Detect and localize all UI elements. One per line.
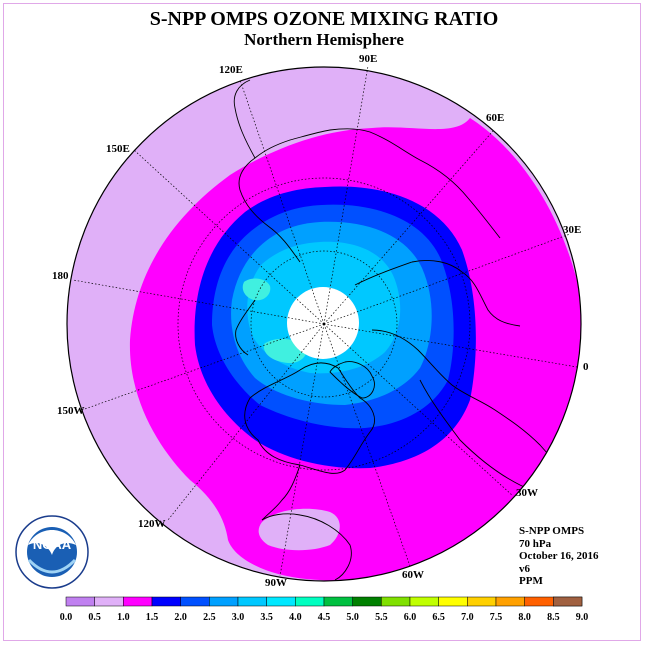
- noaa-logo-text: NOAA: [33, 537, 72, 552]
- meridian-0: [323, 323, 578, 368]
- colorbar-label-5: 2.5: [203, 612, 216, 623]
- colorbar-swatch-2: [123, 596, 153, 607]
- info-version: v6: [519, 562, 530, 575]
- colorbar-swatch-4: [180, 596, 210, 607]
- colorbar-label-8: 4.0: [289, 612, 302, 623]
- colorbar-label-2: 1.0: [117, 612, 130, 623]
- coastlines: [233, 79, 581, 581]
- colorbar: 0.0 0.5 1.0 1.5 2.0 2.5 3.0 3.5 4.0 4.5 5.0 5.5 6.0 6…: [60, 596, 589, 623]
- lon-label-30e: 30E: [563, 224, 581, 236]
- colorbar-swatch-14: [467, 596, 497, 607]
- colorbar-swatch-6: [237, 596, 267, 607]
- lon-label-150w: 150W: [57, 405, 85, 417]
- colorbar-label-14: 7.0: [461, 612, 474, 623]
- colorbar-label-11: 5.5: [375, 612, 388, 623]
- meridian-60w: [323, 323, 411, 567]
- colorbar-label-9: 4.5: [318, 612, 331, 623]
- colorbar-swatch-11: [381, 596, 411, 607]
- ozone-level-3-5-4-0-siberia: [242, 278, 271, 301]
- latitude-circle-30n: [177, 177, 471, 471]
- colorbar-swatch-5: [209, 596, 239, 607]
- colorbar-swatch-3: [151, 596, 181, 607]
- colorbar-label-16: 8.0: [518, 612, 531, 623]
- ozone-level-0-5-1-0-southamerica: [258, 508, 340, 551]
- lon-label-60w: 60W: [402, 569, 424, 581]
- plot-frame: [3, 3, 641, 641]
- colorbar-label-17: 8.5: [547, 612, 560, 623]
- lon-label-120w: 120W: [138, 518, 166, 530]
- greenland-coastline: [329, 361, 375, 399]
- lon-label-0: 0: [583, 361, 589, 373]
- map-subtitle: Northern Hemisphere: [244, 30, 404, 49]
- europe-africa-coastline: [371, 329, 581, 491]
- lon-label-90e: 90E: [359, 53, 377, 65]
- colorbar-swatch-13: [438, 596, 468, 607]
- meridian-180: [72, 279, 325, 325]
- south-america-coastline: [261, 513, 352, 581]
- longitude-labels: 90E 60E 30E 0 30W 60W 90W 120W 150W 180 …: [52, 53, 589, 589]
- eurasia-coastline: [354, 260, 521, 327]
- meridian-150w: [81, 323, 325, 411]
- noaa-bird-icon: [28, 530, 76, 555]
- meridian-120e: [239, 79, 325, 325]
- colorbar-swatch-last: [553, 596, 583, 607]
- graticule: [72, 65, 578, 577]
- asia-coastline-east: [233, 79, 256, 159]
- alaska-coastline: [235, 299, 256, 356]
- info-date: October 16, 2016: [519, 550, 599, 562]
- meridian-60e: [323, 130, 494, 325]
- colorbar-label-1: 0.5: [88, 612, 101, 623]
- meridian-30e: [323, 233, 571, 325]
- meridian-150e: [133, 149, 325, 325]
- colorbar-label-15: 7.5: [490, 612, 503, 623]
- noaa-wave-icon: [27, 558, 77, 574]
- colorbar-label-10: 5.0: [346, 612, 359, 623]
- info-box: S-NPP OMPS 70 hPa October 16, 2016 v6 PP…: [519, 525, 599, 588]
- colorbar-swatch-7: [266, 596, 296, 607]
- central-america-coastline: [261, 464, 301, 521]
- colorbar-label-0: 0.0: [60, 612, 73, 623]
- lon-label-120e: 120E: [219, 64, 243, 76]
- colorbar-label-6: 3.0: [232, 612, 245, 623]
- colorbar-swatch-15: [495, 596, 525, 607]
- colorbar-swatch-8: [295, 596, 325, 607]
- info-units: PPM: [519, 575, 543, 587]
- hemisphere-outline: [66, 66, 582, 582]
- meridian-90w: [279, 323, 325, 577]
- colorbar-swatch-10: [352, 596, 382, 607]
- colorbar-label-13: 6.5: [432, 612, 445, 623]
- lon-label-30w: 30W: [516, 487, 538, 499]
- lon-label-60e: 60E: [486, 112, 504, 124]
- colorbar-label-7: 3.5: [260, 612, 273, 623]
- colorbar-label-3: 1.5: [146, 612, 159, 623]
- colorbar-swatch-16: [524, 596, 554, 607]
- latitude-circle-60n: [250, 250, 398, 398]
- colorbar-swatch-9: [323, 596, 353, 607]
- lon-label-90w: 90W: [265, 577, 287, 589]
- colorbar-swatch-1: [94, 596, 124, 607]
- colorbar-swatch-12: [409, 596, 439, 607]
- asia-coastline: [238, 128, 501, 263]
- noaa-logo: NOAA: [15, 515, 89, 589]
- meridian-90e: [323, 65, 369, 325]
- colorbar-label-4: 2.0: [174, 612, 187, 623]
- info-level: 70 hPa: [519, 537, 552, 550]
- colorbar-swatch-0: [65, 596, 95, 607]
- colorbar-label-12: 6.0: [404, 612, 417, 623]
- meridian-30w: [323, 323, 514, 497]
- lon-label-180: 180: [52, 270, 69, 282]
- north-america-coastline: [244, 362, 375, 474]
- info-instrument: S-NPP OMPS: [519, 525, 585, 537]
- map-title: S-NPP OMPS OZONE MIXING RATIO: [149, 8, 499, 30]
- colorbar-label-18: 9.0: [576, 612, 589, 623]
- lon-label-150e: 150E: [106, 143, 130, 155]
